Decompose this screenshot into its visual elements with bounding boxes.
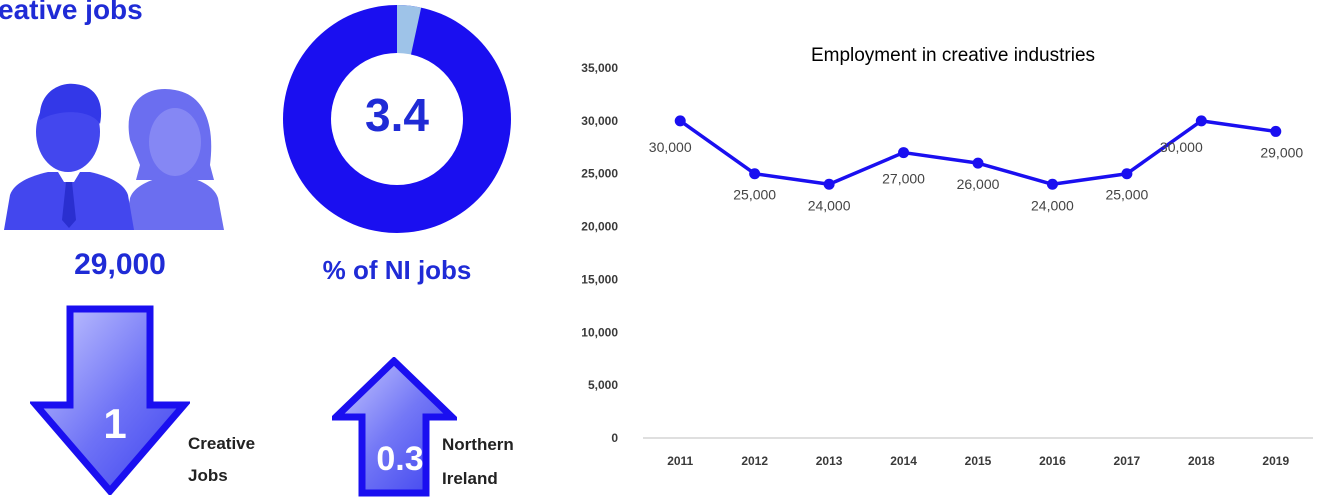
data-point — [1121, 168, 1133, 180]
y-tick-label: 35,000 — [581, 61, 618, 75]
down-caption-line2: Jobs — [188, 466, 228, 485]
y-tick-label: 10,000 — [581, 325, 618, 339]
y-tick-label: 15,000 — [581, 272, 618, 286]
data-label: 25,000 — [1105, 187, 1148, 203]
data-label: 30,000 — [1160, 139, 1203, 155]
donut-hole — [331, 53, 463, 185]
y-tick-label: 20,000 — [581, 220, 618, 234]
down-caption-line1: Creative — [188, 434, 256, 453]
up-caption-line2: Ireland — [442, 469, 498, 488]
x-tick-label: 2017 — [1114, 454, 1141, 468]
employment-line-chart: Employment in creative industries 0 5,000… — [581, 45, 1313, 468]
people-icon — [4, 83, 224, 230]
data-label: 27,000 — [882, 171, 925, 187]
data-label: 30,000 — [649, 139, 692, 155]
y-tick-label: 0 — [611, 431, 618, 445]
up-caption-line1: Northern — [442, 435, 514, 454]
data-label: 25,000 — [733, 187, 776, 203]
donut-caption: % of NI jobs — [322, 255, 472, 285]
x-tick-label: 2018 — [1188, 454, 1215, 468]
y-axis-ticks: 0 5,000 10,000 15,000 20,000 25,000 30,000 35,0… — [581, 61, 618, 445]
x-tick-label: 2013 — [816, 454, 843, 468]
x-tick-label: 2012 — [741, 454, 768, 468]
x-tick-label: 2016 — [1039, 454, 1066, 468]
y-tick-label: 25,000 — [581, 167, 618, 181]
data-label: 24,000 — [1031, 197, 1074, 213]
data-point — [1195, 115, 1207, 127]
chart-series — [674, 115, 1282, 190]
data-labels: 30,000 25,000 24,000 27,000 26,000 24,000 25,0… — [649, 139, 1304, 213]
up-arrow-icon — [332, 357, 457, 497]
jobs-count: 29,000 — [74, 248, 166, 281]
down-arrow-icon — [30, 305, 190, 495]
data-point — [823, 178, 835, 190]
up-arrow-value: 0.3 — [376, 440, 424, 478]
x-tick-label: 2014 — [890, 454, 917, 468]
data-label: 26,000 — [957, 176, 1000, 192]
x-tick-label: 2015 — [965, 454, 992, 468]
data-point — [1046, 178, 1058, 190]
data-point — [898, 147, 910, 159]
page-heading: eative jobs — [0, 0, 143, 25]
y-tick-label: 30,000 — [581, 114, 618, 128]
down-arrow-caption: Creative Jobs — [188, 428, 298, 492]
data-label: 24,000 — [808, 197, 851, 213]
data-label: 29,000 — [1260, 144, 1303, 160]
x-tick-label: 2011 — [667, 454, 693, 468]
up-arrow-caption: Northern Ireland — [442, 428, 552, 496]
data-point — [749, 168, 761, 180]
donut-value: 3.4 — [365, 89, 429, 141]
chart-title: Employment in creative industries — [811, 45, 1095, 66]
data-point — [674, 115, 686, 127]
y-tick-label: 5,000 — [588, 378, 618, 392]
x-axis-ticks: 2011 2012 2013 2014 2015 2016 2017 2018 2019 — [667, 454, 1289, 468]
donut-chart — [283, 5, 511, 233]
down-arrow-value: 1 — [103, 400, 127, 447]
data-point — [972, 157, 984, 169]
x-tick-label: 2019 — [1262, 454, 1289, 468]
data-point — [1270, 125, 1282, 137]
